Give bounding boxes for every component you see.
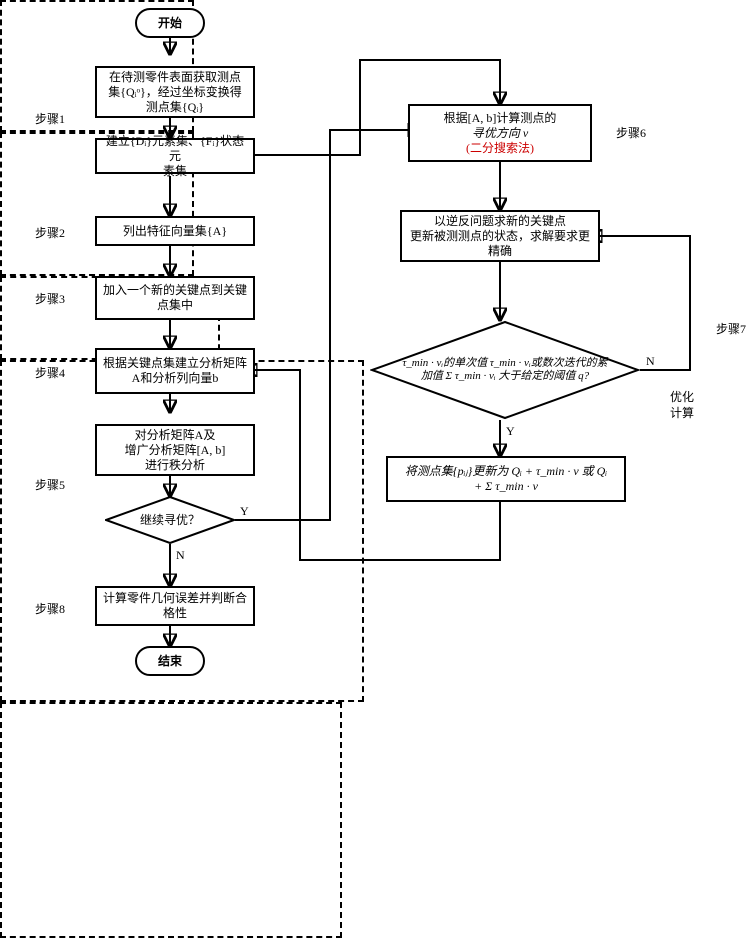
step7-inner-group (0, 702, 342, 938)
start-terminal: 开始 (135, 8, 205, 38)
s7o-l2: 更新被测测点的状态，求解要求更 (410, 229, 590, 244)
step2-label: 步骤2 (35, 224, 65, 241)
s5-N: N (176, 548, 185, 563)
step1-label: 步骤1 (35, 110, 65, 127)
s6-l3: (二分搜索法) (466, 141, 534, 156)
step3-box: 加入一个新的关键点到关键点集中 (95, 276, 255, 320)
s7u-l2: + Σ τ_min · ν (474, 479, 538, 494)
s7-N: N (646, 354, 655, 369)
s7u-l1: 将测点集{pᵢⱼ}更新为 Qᵢ + τ_min · ν 或 Qᵢ (405, 464, 607, 479)
step5-box: 对分析矩阵A及 增广分析矩阵[A, b] 进行秩分析 (95, 424, 255, 476)
step2-box: 列出特征向量集{A} (95, 216, 255, 246)
step6-label: 步骤6 (616, 124, 646, 141)
step4-box: 根据关键点集建立分析矩阵A和分析列向量b (95, 348, 255, 394)
s6-l1: 根据[A, b]计算测点的 (444, 111, 557, 126)
s7-Y: Y (506, 424, 515, 439)
s7o-l3: 精确 (488, 244, 512, 259)
step7-update-box: 将测点集{pᵢⱼ}更新为 Qᵢ + τ_min · ν 或 Qᵢ + Σ τ_m… (386, 456, 626, 502)
s3-text: 加入一个新的关键点到关键点集中 (101, 283, 249, 313)
opt-label-2: 计算 (670, 404, 694, 421)
step7-refine-box: 以逆反问题求新的关键点 更新被测测点的状态，求解要求更 精确 (400, 210, 600, 262)
s1b-l2: 素集 (163, 164, 187, 179)
s4-text: 根据关键点集建立分析矩阵A和分析列向量b (101, 356, 249, 386)
step5-label: 步骤5 (35, 476, 65, 493)
step8-label: 步骤8 (35, 600, 65, 617)
s5-Y: Y (240, 504, 249, 519)
s2-text: 列出特征向量集{A} (123, 224, 227, 239)
step3-label: 步骤3 (35, 290, 65, 307)
s7-diamond-text: τ_min · νᵢ的单次值 τ_min · νᵢ或数次迭代的累加值 Σ τ_m… (396, 357, 614, 383)
end-terminal: 结束 (135, 646, 205, 676)
s5-l2: 增广分析矩阵[A, b] (125, 443, 226, 458)
opt-label-1: 优化 (670, 388, 694, 405)
s1a-l3: 测点集{Qᵢ} (146, 100, 204, 115)
step4-label: 步骤4 (35, 364, 65, 381)
s5-diamond-text: 继续寻优？ (136, 513, 204, 527)
step7-diamond: τ_min · νᵢ的单次值 τ_min · νᵢ或数次迭代的累加值 Σ τ_m… (370, 320, 640, 420)
end-label: 结束 (158, 654, 182, 669)
s1b-l1: 建立{Dᵢ}元素集、{Fᵢ}状态元 (101, 134, 249, 164)
s7o-l1: 以逆反问题求新的关键点 (434, 214, 566, 229)
step7-label: 步骤7 (716, 320, 746, 337)
s8-text: 计算零件几何误差并判断合格性 (101, 591, 249, 621)
start-label: 开始 (158, 16, 182, 31)
s6-l2: 寻优方向 ν (472, 126, 528, 141)
step1-box-b: 建立{Dᵢ}元素集、{Fᵢ}状态元 素集 (95, 138, 255, 174)
step8-box: 计算零件几何误差并判断合格性 (95, 586, 255, 626)
step5-diamond: 继续寻优？ (105, 496, 235, 544)
step1-box-a: 在待测零件表面获取测点 集{Qᵢᵒ}，经过坐标变换得 测点集{Qᵢ} (95, 66, 255, 118)
s5-l1: 对分析矩阵A及 (135, 428, 216, 443)
s1a-l1: 在待测零件表面获取测点 (109, 70, 241, 85)
s5-l3: 进行秩分析 (145, 458, 205, 473)
step6-box: 根据[A, b]计算测点的 寻优方向 ν (二分搜索法) (408, 104, 592, 162)
s1a-l2: 集{Qᵢᵒ}，经过坐标变换得 (108, 85, 242, 100)
